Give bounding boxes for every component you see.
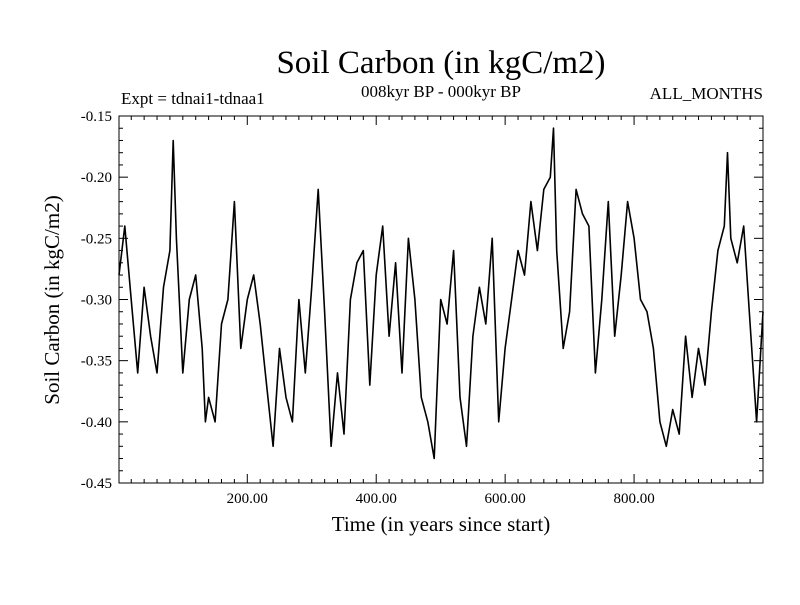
x-axis-label: Time (in years since start)	[332, 512, 551, 536]
plot-frame	[118, 115, 764, 484]
y-axis-ticks: -0.15 -0.20 -0.25 -0.30 -0.35 -0.40 -0.45	[81, 109, 763, 492]
series-line-soil-carbon	[118, 127, 764, 460]
x-tick-label: 200.00	[227, 491, 268, 507]
months-label: ALL_MONTHS	[650, 84, 763, 103]
y-tick-label: -0.25	[81, 231, 112, 247]
y-tick-label: -0.40	[81, 415, 112, 431]
y-tick-label: -0.20	[81, 170, 112, 186]
y-tick-label: -0.15	[81, 109, 112, 125]
x-tick-label: 800.00	[613, 491, 654, 507]
y-tick-label: -0.45	[81, 476, 112, 492]
x-tick-label: 400.00	[356, 491, 397, 507]
period-label: 008kyr BP - 000kyr BP	[361, 82, 521, 101]
x-tick-label: 600.00	[485, 491, 526, 507]
y-tick-label: -0.35	[81, 354, 112, 370]
y-tick-label: -0.30	[81, 293, 112, 309]
experiment-label: Expt = tdnai1-tdnaa1	[121, 89, 265, 108]
chart-title: Soil Carbon (in kgC/m2)	[276, 45, 605, 81]
y-axis-label: Soil Carbon (in kgC/m2)	[40, 195, 64, 404]
x-axis-ticks: 200.00 400.00 600.00 800.00	[130, 116, 751, 507]
